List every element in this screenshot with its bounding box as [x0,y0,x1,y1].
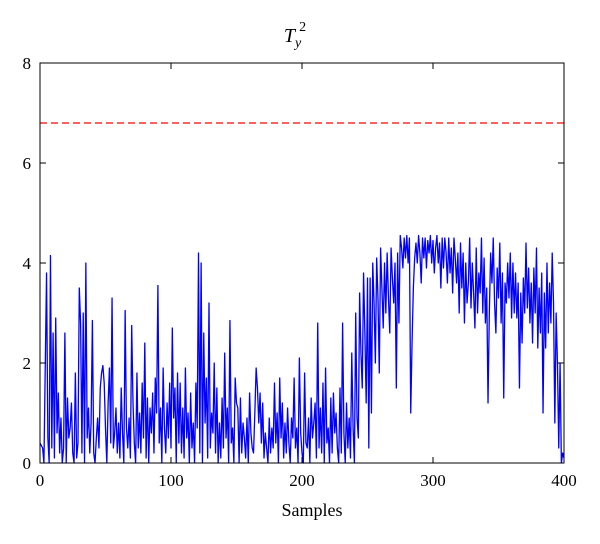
y-tick-label: 6 [23,154,32,173]
x-axis-label: Samples [282,500,343,520]
chart-title: Ty2 [284,20,306,51]
x-tick-label: 300 [420,471,446,490]
y-tick-label: 4 [23,254,32,273]
chart-title-subscript: y [293,36,302,51]
chart-title-main: T [284,25,297,47]
plot-area: 0 100 200 300 400 0 2 4 6 8 [23,54,577,490]
y-ticks: 0 2 4 6 8 [23,54,564,473]
t2-series-line [39,234,565,464]
x-ticks: 0 100 200 300 400 [36,63,577,490]
x-tick-label: 200 [289,471,315,490]
x-tick-label: 400 [551,471,577,490]
y-tick-label: 0 [23,454,32,473]
series-layer [39,234,565,464]
x-tick-label: 100 [158,471,184,490]
y-tick-label: 2 [23,354,32,373]
y-tick-label: 8 [23,54,32,73]
x-tick-label: 0 [36,471,45,490]
chart-title-superscript: 2 [299,20,306,35]
